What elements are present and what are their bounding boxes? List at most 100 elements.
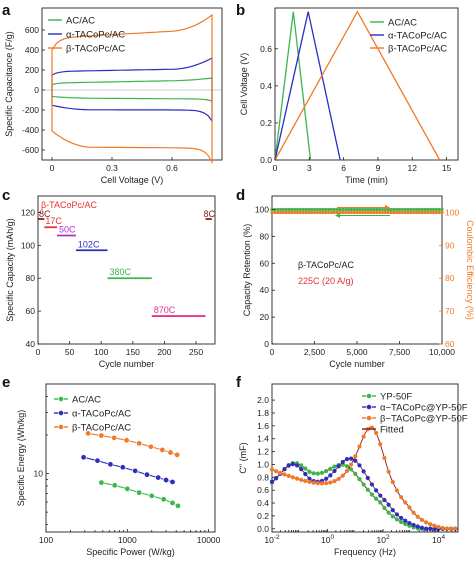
panel-d-retention-point [369,207,373,212]
panel-f-legend-marker [366,393,372,399]
panel-e-point-blue [144,471,151,478]
panel-d-efficiency-point [298,210,302,215]
panel-f-point-orange [436,524,441,530]
panel-f-point-orange [328,480,333,485]
panel-d-efficiency-point [315,210,319,215]
panel-f-point-orange [453,526,458,531]
panel-d-efficiency-point [414,210,419,215]
panel-f-point-blue [374,488,379,493]
panel-d-y-tick-label: 40 [260,285,270,295]
panel-f-point-green [382,505,387,511]
panel-d-retention-point [406,207,410,212]
panel-d-y2-tick-label: 100 [445,207,459,217]
panel-a-y-tick-label: 400 [25,45,39,55]
panel-a-cv-loop-blue [51,57,213,123]
panel-d-efficiency-point [389,210,393,215]
panel-b-x-tick-label: 12 [408,163,418,173]
panel-d-efficiency-point [287,210,291,215]
panel-b-gcd-line-green [274,11,312,161]
panel-d-efficiency-point [312,210,317,215]
panel-d-y-tick-label: 60 [260,258,270,268]
panel-b-legend-label: AC/AC [388,18,417,29]
panel-f-point-orange [303,478,308,484]
panel-d-retention-point [420,207,424,212]
panel-d-retention-point [287,207,291,212]
panel-d-y-tick-label: 0 [264,339,269,349]
panel-f-point-orange [315,481,320,486]
panel-a-y-tick-label: -200 [22,105,39,115]
panel-d-retention-point [431,207,436,212]
panel-e-point-blue [80,454,87,461]
panel-f-point-green [386,510,391,515]
panel-d-efficiency-point [338,210,342,215]
panel-d-efficiency-point [378,210,382,215]
panel-f-point-orange [394,488,400,493]
panel-b-y-tick-label: 0.6 [260,44,272,54]
panel-f-y-tick-label: 0.4 [257,498,269,508]
panel-f-point-orange [290,475,295,480]
panel-e-point-green [111,482,118,489]
panel-d-efficiency-point [363,210,368,215]
panel-b-x-tick-label: 0 [273,163,278,173]
panel-f-x-tick-label: 102 [377,534,390,545]
panel-a-y-axis-label: Specific Capacitance (F/g) [4,31,14,137]
panel-c-y-tick-label: 60 [26,306,36,316]
panel-f-point-green [303,466,308,471]
panel-d-efficiency-point [392,210,396,215]
panel-a-y-tick-label: 0 [34,85,39,95]
panel-d-efficiency-point [278,210,283,215]
panel-c-x-tick-label: 50 [65,347,75,357]
panel-d-retention-point [355,207,359,212]
panel-f-point-green [349,467,354,472]
panel-d-x-axis-label: Cycle number [329,359,385,369]
panel-letter-b: b [236,2,245,19]
panel-c-x-tick-label: 100 [94,347,108,357]
panel-d-efficiency-point [284,210,288,215]
panel-a-x-axis-label: Cell Voltage (V) [101,175,164,185]
panel-f-point-orange [440,525,445,531]
panel-d-retention-point [403,207,407,212]
panel-f-point-blue [407,520,412,526]
panel-d-efficiency-point [395,210,399,215]
panel-d-y2-axis-label: Coulombic Efficiency (%) [465,220,474,320]
panel-d-efficiency-point [372,210,376,215]
panel-f-point-green [344,464,350,469]
panel-f-point-green [369,492,375,497]
panel-d-retention-point [423,207,427,212]
panel-f-point-blue [411,522,416,528]
panel-f-point-blue [328,473,333,478]
panel-d-y-tick-label: 100 [255,204,269,214]
panel-f-point-blue [378,493,383,498]
panel-d-retention-point [335,207,339,212]
panel-d-efficiency-point [301,210,305,215]
panel-e-point-orange [123,437,130,444]
panel-f-point-blue [386,502,391,507]
panel-d-annotation-1: β-TACoPc/AC [298,260,355,270]
panel-a-axes-frame [41,7,223,161]
panel-d-efficiency-point [349,210,353,215]
panel-d-annotation-2: 225C (20 A/g) [298,276,354,286]
panel-c-y-tick-label: 120 [21,207,35,217]
panel-f-point-blue [282,467,287,472]
panel-d-efficiency-point [417,210,421,215]
panel-e-point-blue [119,464,126,471]
panel-e-legend-marker [58,424,64,430]
panel-f-point-green [374,496,379,501]
panel-f-y-tick-label: 1.0 [257,459,269,469]
panel-d-retention-point [361,207,365,212]
panel-f-point-orange [448,526,454,531]
panel-c-segment-label: 8C [39,209,51,219]
panel-d-retention-point [312,207,317,212]
panel-a-legend-label: β-TACoPc/AC [66,44,125,55]
panel-d-efficiency-point [361,210,365,215]
panel-f-point-orange [378,442,383,447]
panel-f-fitted-line-orange [271,426,458,530]
panel-d-retention-point [412,207,416,212]
panel-e-point-orange [147,443,154,450]
panel-d-retention-point [358,207,362,212]
panel-f-point-orange [269,467,275,472]
panel-f-y-axis-label: C" (mF) [238,442,248,473]
panel-d-retention-point [278,207,283,212]
panel-d-efficiency-point [329,210,334,215]
panel-e-point-blue [132,467,139,474]
